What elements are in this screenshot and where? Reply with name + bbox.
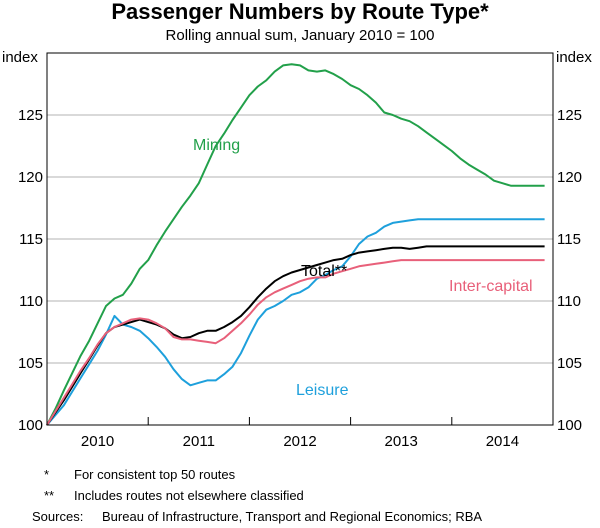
footnote-text: Includes routes not elsewhere classified (74, 488, 304, 503)
y-tick-label-left: 120 (18, 169, 43, 186)
footnote: * For consistent top 50 routes (44, 464, 482, 485)
chart: Passenger Numbers by Route Type* Rolling… (2, 0, 592, 450)
x-tick-label: 2014 (486, 433, 519, 450)
sources-line: Sources: Bureau of Infrastructure, Transp… (32, 506, 482, 527)
y-tick-label-right: 105 (557, 355, 582, 372)
y-tick-label-right: 115 (557, 231, 581, 248)
series-label-inter-capital: Inter-capital (449, 278, 533, 295)
y-tick-label-right: 110 (557, 293, 581, 310)
x-tick-label: 2010 (81, 433, 114, 450)
y-tick-label-left: 110 (19, 293, 43, 310)
series-label-mining: Mining (193, 137, 240, 154)
sources-text: Bureau of Infrastructure, Transport and … (102, 509, 483, 524)
footnote-text: For consistent top 50 routes (74, 467, 236, 482)
gridlines (47, 114, 553, 364)
series-line-mining (46, 63, 545, 426)
series-line-inter-capital (46, 259, 545, 426)
y-tick-label-left: 115 (19, 231, 43, 248)
chart-subtitle: Rolling annual sum, January 2010 = 100 (166, 27, 435, 44)
x-tick-label: 2013 (385, 433, 418, 450)
y-tick-label-left: 105 (18, 355, 43, 372)
y-axis-label-right: index (556, 49, 592, 66)
series-lines (46, 63, 545, 426)
y-tick-label-left: 100 (18, 417, 43, 434)
chart-title: Passenger Numbers by Route Type* (111, 0, 489, 24)
sources-label: Sources: (32, 509, 84, 524)
footnote: ** Includes routes not elsewhere classifi… (44, 485, 482, 506)
axis-ticks: 100 100 105 105 110 110 115 115 120 120 125 125 2010… (18, 107, 582, 450)
y-axis-label-left: index (2, 49, 38, 66)
footnote-mark: ** (44, 488, 55, 503)
series-line-leisure (46, 218, 545, 426)
footnotes: * For consistent top 50 routes ** Includes… (32, 464, 482, 527)
footnote-mark: * (44, 467, 50, 482)
plot-frame (46, 52, 554, 426)
y-tick-label-left: 125 (18, 107, 43, 124)
y-tick-label-right: 100 (557, 417, 582, 434)
y-tick-label-right: 120 (557, 169, 582, 186)
series-line-total (46, 245, 545, 426)
y-tick-label-right: 125 (557, 107, 582, 124)
x-tick-label: 2011 (183, 433, 215, 450)
series-label-leisure: Leisure (296, 382, 349, 399)
x-tick-label: 2012 (283, 433, 316, 450)
series-label-total: Total** (301, 263, 347, 280)
